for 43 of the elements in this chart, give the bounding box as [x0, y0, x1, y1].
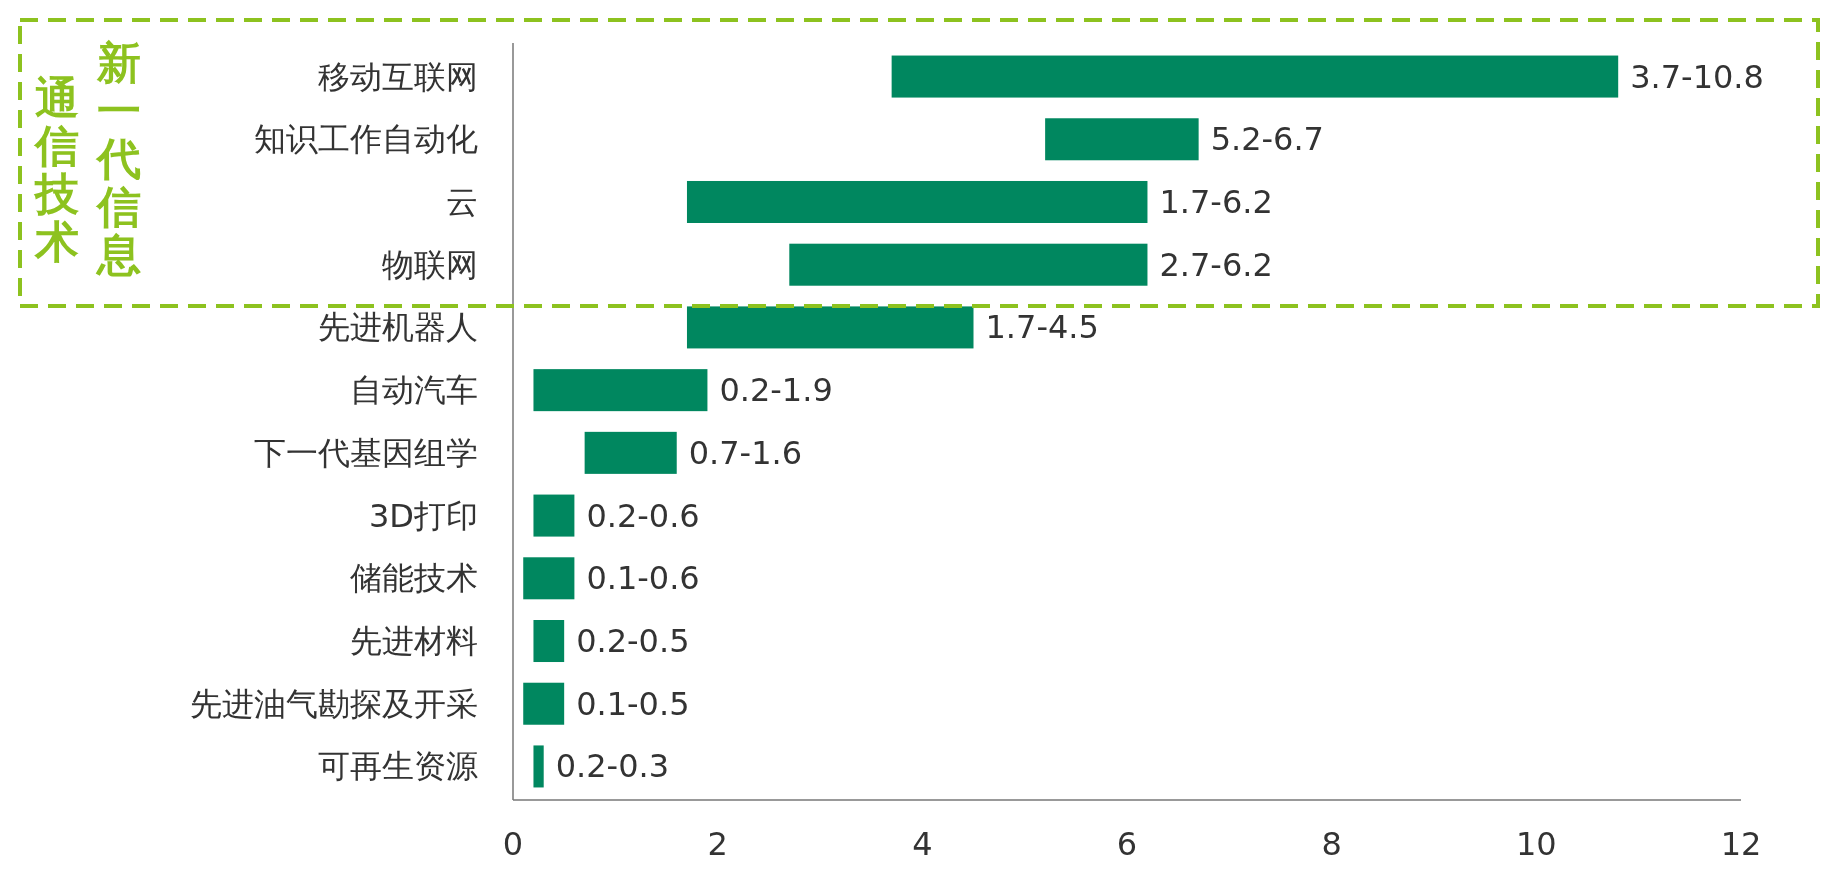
- bar: [533, 369, 708, 412]
- bar: [686, 306, 974, 349]
- x-tick-label: 2: [707, 825, 728, 863]
- data-label: 2.7-6.2: [1159, 245, 1273, 284]
- x-tick-label: 10: [1515, 825, 1557, 863]
- y-tick-label: 自动汽车: [350, 371, 478, 410]
- y-tick-label: 先进油气勘探及开采: [190, 684, 478, 723]
- x-tick-label: 6: [1116, 825, 1138, 863]
- y-tick-label: 知识工作自动化: [254, 120, 478, 159]
- y-tick-label: 3D打印: [369, 496, 478, 535]
- bar: [523, 557, 575, 600]
- bar: [891, 55, 1619, 98]
- bar: [533, 745, 544, 788]
- y-tick-label: 云: [446, 182, 478, 221]
- bar: [1045, 118, 1199, 161]
- x-tick-label: 0: [502, 825, 524, 863]
- bar: [584, 431, 677, 474]
- y-tick-label: 移动互联网: [318, 57, 478, 96]
- bar: [533, 620, 565, 663]
- y-tick-label: 先进机器人: [318, 308, 478, 347]
- data-label: 3.7-10.8: [1630, 57, 1764, 96]
- x-tick-label: 4: [912, 825, 933, 863]
- data-label: 1.7-6.2: [1159, 182, 1273, 221]
- bar: [789, 243, 1148, 286]
- bar: [533, 494, 575, 537]
- bar: [686, 180, 1148, 223]
- y-tick-label: 储能技术: [350, 559, 478, 598]
- data-label: 0.2-1.9: [719, 371, 833, 410]
- y-tick-label: 先进材料: [350, 622, 478, 661]
- y-tick-label: 下一代基因组学: [254, 433, 478, 472]
- data-label: 5.2-6.7: [1210, 120, 1324, 159]
- data-label: 0.7-1.6: [688, 433, 803, 472]
- data-label: 0.2-0.3: [555, 747, 670, 786]
- data-label: 0.2-0.5: [576, 622, 690, 661]
- data-label: 0.2-0.6: [586, 496, 700, 535]
- data-label: 0.1-0.6: [586, 559, 700, 598]
- y-tick-label: 物联网: [382, 245, 478, 284]
- data-label: 0.1-0.5: [576, 684, 690, 723]
- bar: [523, 682, 565, 725]
- x-tick-label: 12: [1720, 825, 1762, 863]
- y-tick-label: 可再生资源: [318, 747, 478, 786]
- x-tick-label: 8: [1321, 825, 1342, 863]
- data-label: 1.7-4.5: [985, 308, 1099, 347]
